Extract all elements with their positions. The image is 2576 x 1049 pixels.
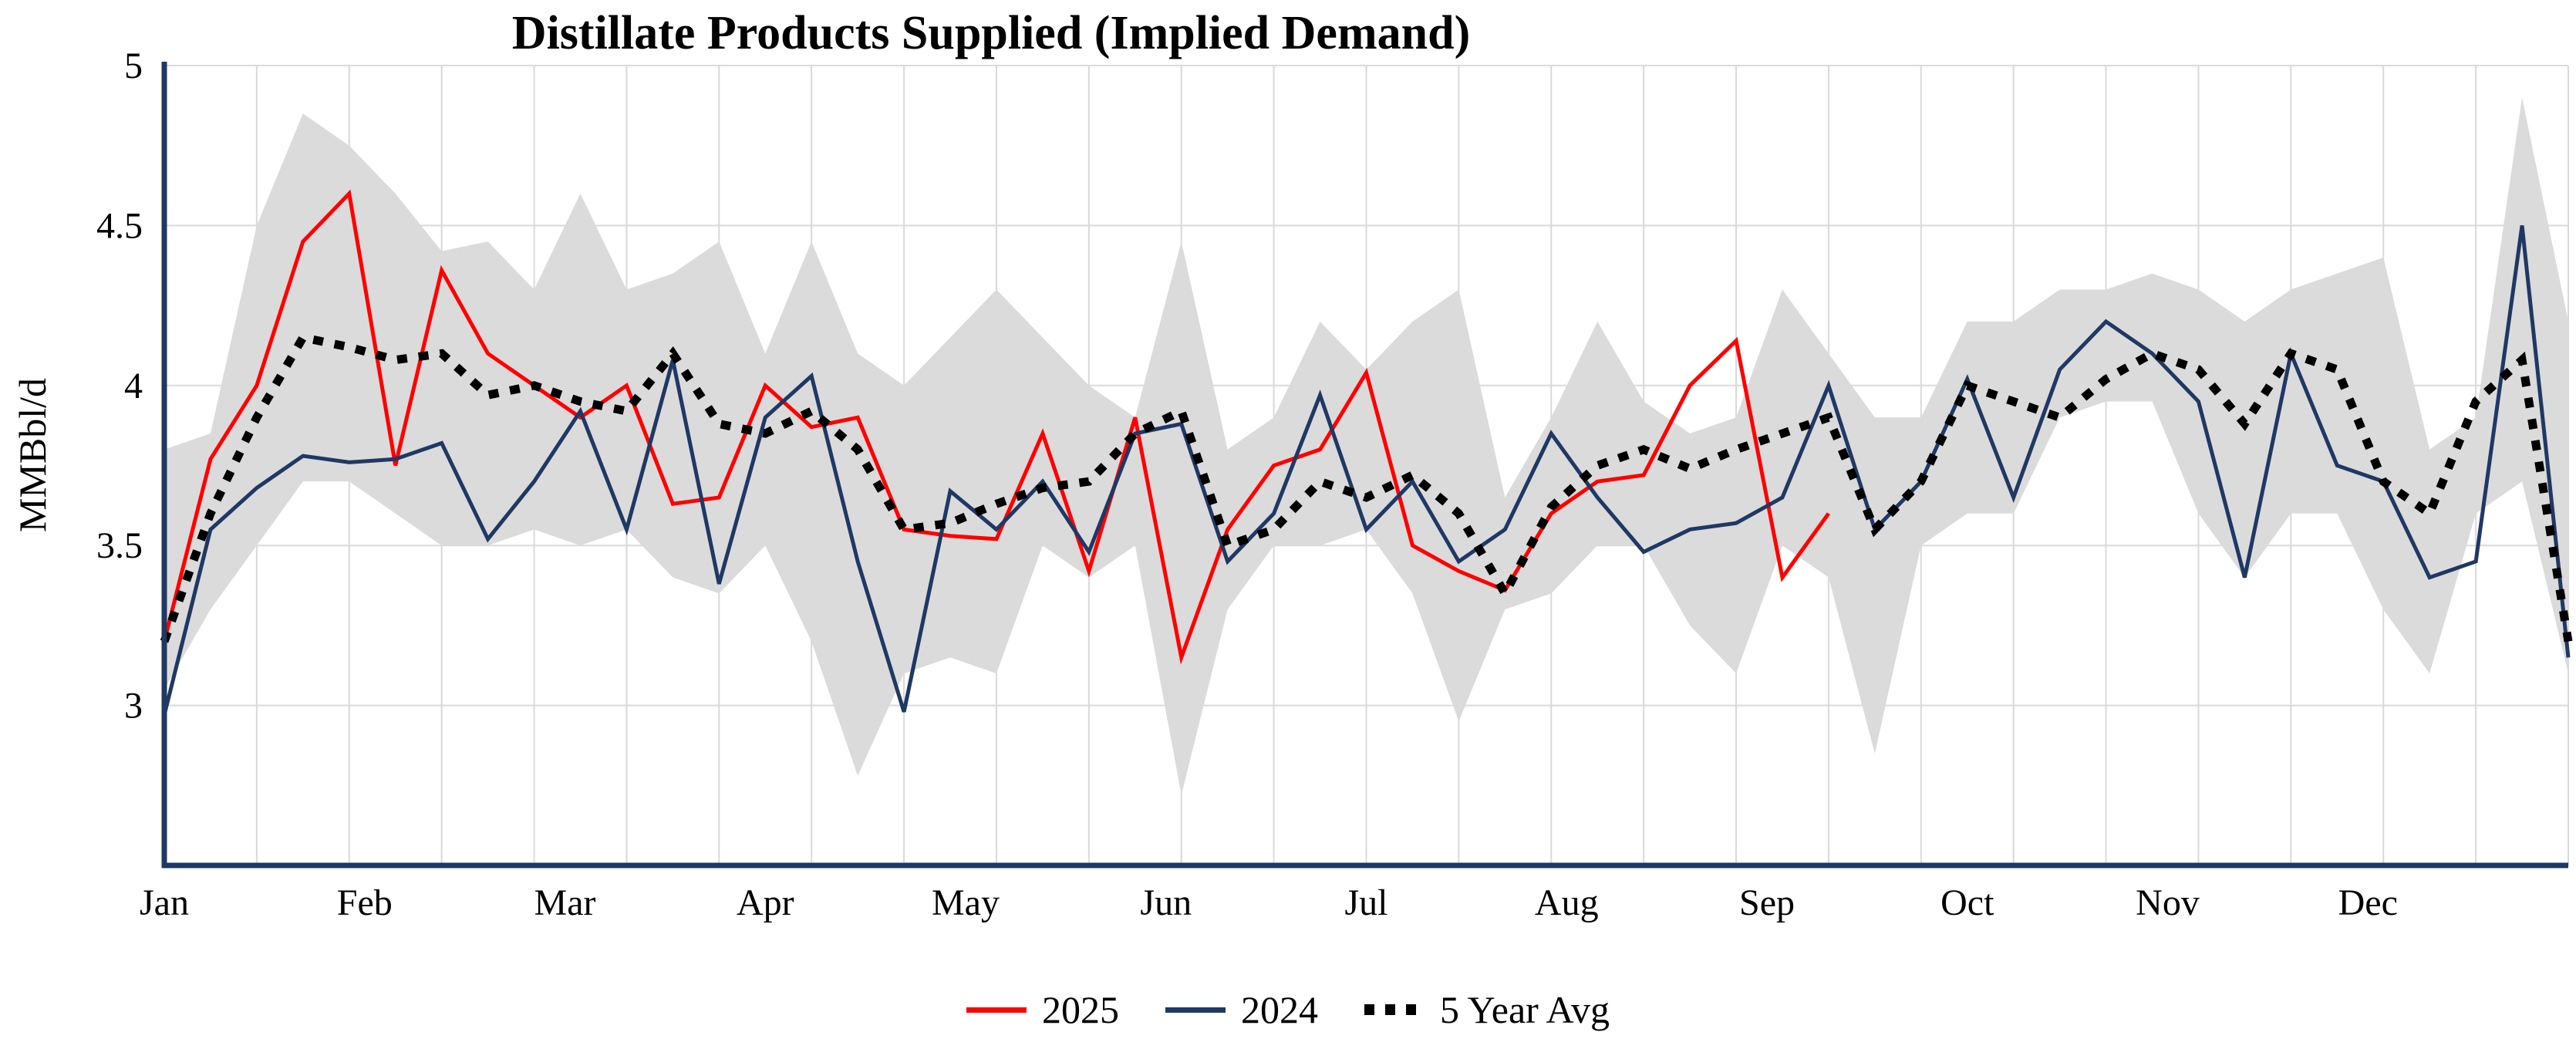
- series-line-2024: [162, 225, 2571, 716]
- legend-label-5yr-avg: 5 Year Avg: [1440, 988, 1610, 1031]
- x-tick-label: Nov: [2136, 882, 2200, 923]
- x-tick-label: Mar: [534, 882, 596, 923]
- x-tick-label: Aug: [1535, 882, 1599, 923]
- legend-swatch-2025-line: [966, 1007, 1027, 1013]
- legend-swatch-5yr-avg-dotted-line: [1364, 1004, 1425, 1015]
- legend-item-2025: 2025: [966, 987, 1119, 1032]
- x-tick-label: Jan: [140, 882, 189, 923]
- legend-item-2024: 2024: [1165, 987, 1318, 1032]
- five-year-range-band: [164, 97, 2568, 795]
- x-tick-label: Feb: [337, 882, 393, 923]
- legend-label-2025: 2025: [1042, 988, 1120, 1031]
- y-tick-label: 3: [124, 686, 143, 727]
- legend: 2025 2024 5 Year Avg: [0, 987, 2576, 1032]
- legend-swatch-2024-line: [1165, 1007, 1226, 1013]
- y-tick-label: 4: [124, 366, 143, 406]
- series-line-5-year-avg: [160, 332, 2573, 643]
- x-tick-label: May: [932, 882, 1000, 923]
- series-line-2025: [162, 189, 1830, 665]
- chart-title: Distillate Products Supplied (Implied De…: [511, 7, 1471, 59]
- x-tick-label: Jun: [1140, 882, 1192, 923]
- x-tick-label: Jul: [1344, 882, 1387, 923]
- y-tick-label: 4.5: [96, 205, 143, 246]
- x-tick-label: Apr: [737, 882, 794, 923]
- y-tick-label: 5: [124, 46, 143, 86]
- x-tick-label: Oct: [1940, 882, 1994, 923]
- x-tick-label: Sep: [1739, 882, 1795, 923]
- x-tick-label: Dec: [2338, 882, 2398, 923]
- legend-item-5yr-avg: 5 Year Avg: [1364, 987, 1610, 1032]
- legend-label-2024: 2024: [1241, 988, 1319, 1031]
- y-tick-label: 3.5: [96, 525, 143, 566]
